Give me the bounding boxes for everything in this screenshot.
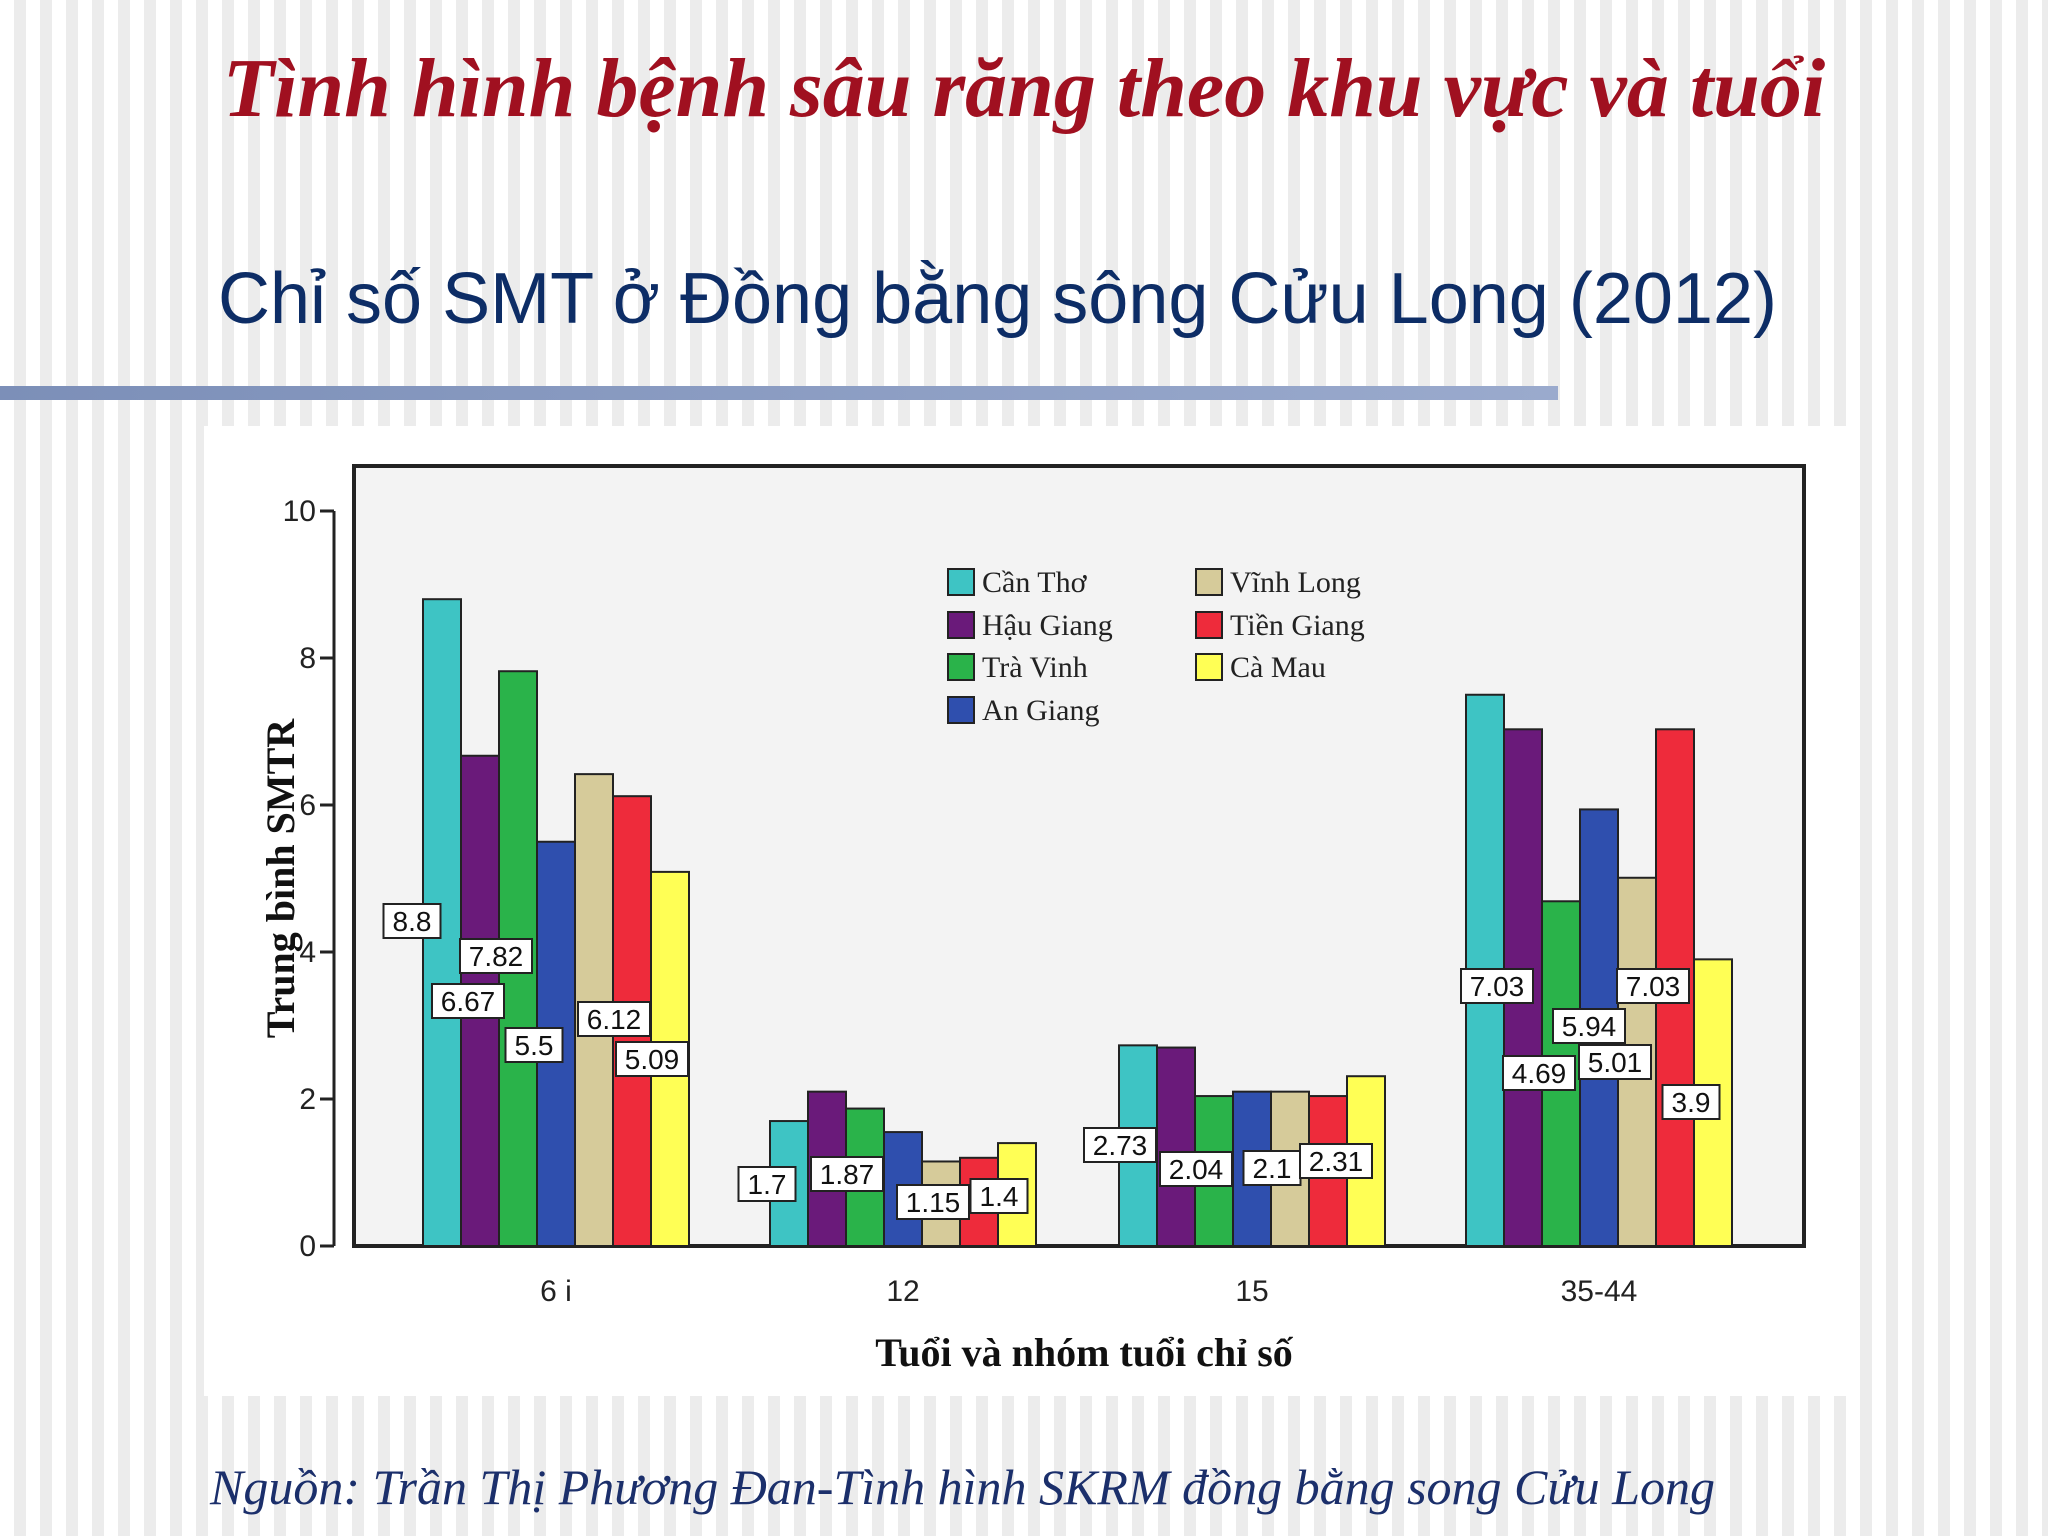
- data-label: 1.87: [820, 1159, 875, 1190]
- slide-title: Tình hình bệnh sâu răng theo khu vực và …: [222, 42, 1826, 135]
- data-label-box: [1083, 1127, 1157, 1163]
- data-label: 3.9: [1672, 1087, 1711, 1118]
- y-tick-label: 2: [299, 1083, 316, 1116]
- legend-swatch: [1195, 611, 1223, 639]
- data-label: 8.8: [393, 906, 432, 937]
- slide-subtitle: Chỉ số SMT ở Đồng bằng sông Cửu Long (20…: [218, 259, 1777, 339]
- data-label-box: [737, 1166, 797, 1202]
- data-label: 5.5: [515, 1030, 554, 1061]
- data-label: 6.67: [441, 986, 496, 1017]
- bar-chart: 8.8 1.7 2.73 6.67 7.03 7.82 1.87 2.04 4.69 5.5 5.9…: [258, 464, 1806, 1375]
- data-label-box: [1242, 1150, 1302, 1186]
- data-label: 6.12: [587, 1004, 642, 1035]
- y-tick-label: 10: [283, 495, 316, 528]
- y-tick-label: 0: [299, 1230, 316, 1263]
- x-tick-label: 6 i: [540, 1275, 572, 1308]
- x-tick-label: 15: [1235, 1275, 1268, 1308]
- data-label: 1.15: [906, 1187, 961, 1218]
- x-tick-label: 35-44: [1561, 1275, 1638, 1308]
- legend-label: Cần Thơ: [982, 566, 1088, 599]
- bar: [1156, 1046, 1196, 1247]
- legend-swatch: [1195, 568, 1223, 596]
- legend-label: Cà Mau: [1230, 651, 1326, 684]
- data-label: 5.09: [625, 1044, 680, 1075]
- data-label-box: [615, 1041, 689, 1077]
- data-label: 7.03: [1626, 971, 1681, 1002]
- data-label-box: [1460, 968, 1534, 1004]
- data-label: 5.94: [1562, 1011, 1617, 1042]
- data-label: 7.03: [1470, 971, 1525, 1002]
- y-tick-label: 8: [299, 642, 316, 675]
- data-label-box: [459, 938, 533, 974]
- data-label: 7.82: [469, 941, 524, 972]
- legend-label: Trà Vinh: [982, 651, 1088, 684]
- data-label: 5.01: [1588, 1047, 1643, 1078]
- data-label-box: [1159, 1151, 1233, 1187]
- data-label-box: [1502, 1055, 1576, 1091]
- data-label-box: [1552, 1008, 1626, 1044]
- legend-swatch: [947, 568, 975, 596]
- data-label: 2.31: [1309, 1146, 1364, 1177]
- legend-swatch: [947, 653, 975, 681]
- y-axis-title: Trung bình SMTR: [258, 718, 303, 1038]
- data-label: 2.73: [1093, 1130, 1148, 1161]
- source-note: Nguồn: Trần Thị Phương Đan-Tình hình SKR…: [210, 1459, 1715, 1515]
- data-label-box: [969, 1178, 1029, 1214]
- legend-label: Tiền Giang: [1230, 609, 1365, 642]
- data-label: 1.4: [980, 1181, 1019, 1212]
- title-divider: [0, 386, 1558, 400]
- y-tick-label: 4: [299, 936, 316, 969]
- data-label-box: [1616, 968, 1690, 1004]
- data-label-box: [1299, 1143, 1373, 1179]
- data-label-box: [810, 1156, 884, 1192]
- legend-label: An Giang: [982, 694, 1099, 727]
- legend-label: Vĩnh Long: [1230, 566, 1361, 599]
- data-label-box: [382, 903, 442, 939]
- data-label-box: [896, 1184, 970, 1220]
- legend-swatch: [947, 696, 975, 724]
- legend-swatch: [1195, 653, 1223, 681]
- chart-panel: 8.8 1.7 2.73 6.67 7.03 7.82 1.87 2.04 4.69 5.5 5.9…: [204, 426, 1858, 1396]
- y-tick-label: 6: [299, 789, 316, 822]
- legend-label: Hậu Giang: [982, 609, 1113, 642]
- data-label: 2.1: [1253, 1153, 1292, 1184]
- data-label-box: [577, 1001, 651, 1037]
- x-axis-title: Tuổi và nhóm tuổi chỉ số: [875, 1330, 1294, 1375]
- data-label: 4.69: [1512, 1058, 1567, 1089]
- legend-swatch: [947, 611, 975, 639]
- data-label: 2.04: [1169, 1154, 1224, 1185]
- data-label-box: [1578, 1044, 1652, 1080]
- data-label-box: [1661, 1084, 1721, 1120]
- data-label: 1.7: [748, 1169, 787, 1200]
- x-tick-label: 12: [886, 1275, 919, 1308]
- data-label-box: [431, 983, 505, 1019]
- data-label-box: [504, 1027, 564, 1063]
